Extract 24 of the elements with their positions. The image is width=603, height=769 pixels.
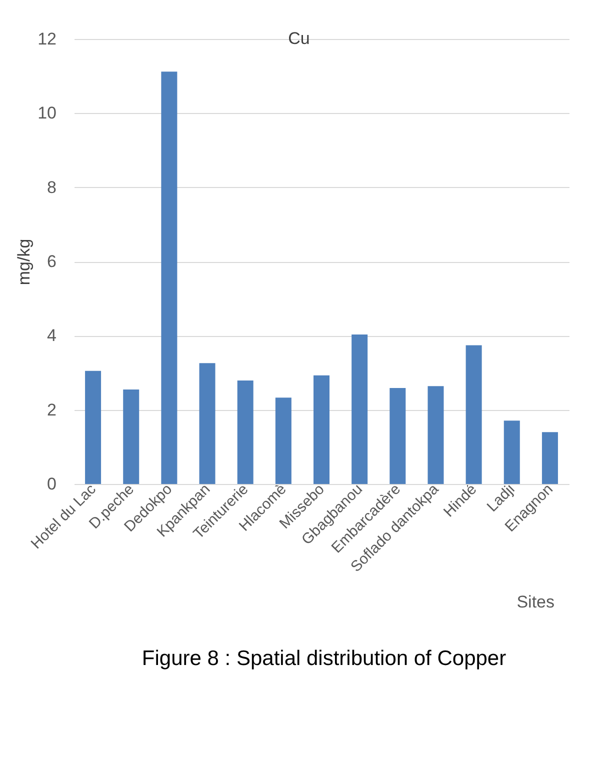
bar bbox=[542, 432, 558, 484]
bar bbox=[390, 388, 406, 484]
bar bbox=[237, 380, 254, 484]
bar bbox=[466, 345, 482, 484]
bar bbox=[504, 420, 520, 484]
y-tick-label: 2 bbox=[47, 400, 56, 420]
bar bbox=[199, 363, 216, 484]
y-tick-label: 4 bbox=[47, 326, 56, 346]
x-axis-title: Sites bbox=[516, 592, 554, 612]
y-tick-label: 8 bbox=[47, 178, 56, 197]
bar bbox=[352, 334, 368, 484]
y-tick-label: 12 bbox=[38, 30, 56, 48]
bar bbox=[428, 386, 444, 484]
bar bbox=[161, 72, 178, 484]
y-tick-label: 10 bbox=[38, 104, 56, 123]
y-tick-label: 0 bbox=[47, 474, 56, 494]
y-axis-title: mg/kg bbox=[14, 238, 34, 286]
bar bbox=[123, 389, 140, 484]
chart-title: Cu bbox=[288, 29, 310, 48]
bar bbox=[275, 398, 292, 484]
bar bbox=[85, 370, 102, 484]
bar bbox=[314, 375, 330, 484]
caption: Figure 8 : Spatial distribution of Copper bbox=[142, 647, 506, 670]
y-tick-label: 6 bbox=[47, 252, 56, 271]
